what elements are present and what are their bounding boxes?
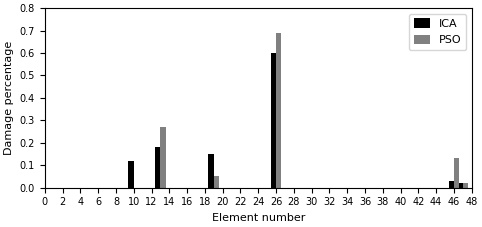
Bar — [276, 33, 281, 188]
Y-axis label: Damage percentage: Damage percentage — [4, 41, 14, 155]
Bar — [208, 154, 214, 188]
Bar — [128, 161, 134, 188]
Bar — [214, 176, 219, 188]
Legend: ICA, PSO: ICA, PSO — [409, 14, 466, 50]
Bar — [457, 183, 463, 188]
Bar — [161, 127, 166, 188]
Bar — [271, 53, 276, 188]
Bar — [449, 181, 454, 188]
Bar — [155, 147, 161, 188]
Bar — [454, 158, 459, 188]
Bar — [463, 183, 468, 188]
X-axis label: Element number: Element number — [212, 213, 305, 223]
